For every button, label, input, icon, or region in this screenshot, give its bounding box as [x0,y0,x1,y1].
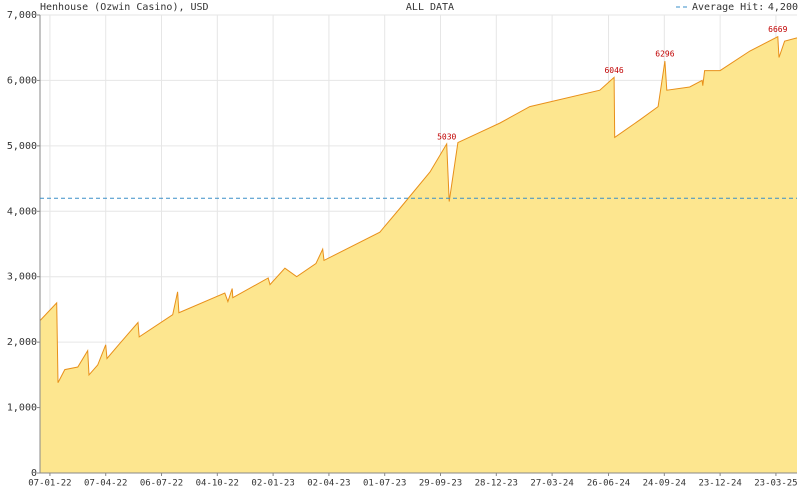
area [40,36,797,473]
x-tick-label: 06-07-22 [140,479,183,489]
x-tick-label: 02-04-23 [307,479,350,489]
x-tick-label: 24-09-24 [643,479,686,489]
x-tick-label: 26-06-24 [587,479,630,489]
x-tick-label: 01-07-23 [363,479,406,489]
peak-label: 5030 [437,132,456,141]
peak-label: 6669 [768,25,787,34]
peak-label: 6296 [655,50,674,59]
x-tick-label: 28-12-23 [475,479,518,489]
x-tick-label: 27-03-24 [530,479,573,489]
legend-label: Average Hit: [692,2,764,13]
x-tick-label: 23-12-24 [698,479,741,489]
x-tick-label: 07-01-22 [28,479,71,489]
y-tick-label: 4,000 [7,206,37,217]
y-tick-label: 5,000 [7,141,37,152]
y-tick-label: 7,000 [7,10,37,21]
x-tick-label: 23-03-25 [754,479,797,489]
x-tick-label: 29-09-23 [419,479,462,489]
line [39,35,798,383]
y-tick-label: 3,000 [7,272,37,283]
peak-label: 6046 [604,66,623,75]
y-tick-label: 0 [31,468,37,479]
x-tick-label: 02-01-23 [251,479,294,489]
legend-value: 4,200 [768,2,798,13]
y-tick-label: 1,000 [7,403,37,414]
x-tick-label: 07-04-22 [84,479,127,489]
chart-subtitle: ALL DATA [406,2,454,13]
x-tick-label: 04-10-22 [196,479,239,489]
y-tick-label: 6,000 [7,75,37,86]
y-tick-label: 2,000 [7,337,37,348]
chart-title: Henhouse (Ozwin Casino), USD [40,2,209,13]
